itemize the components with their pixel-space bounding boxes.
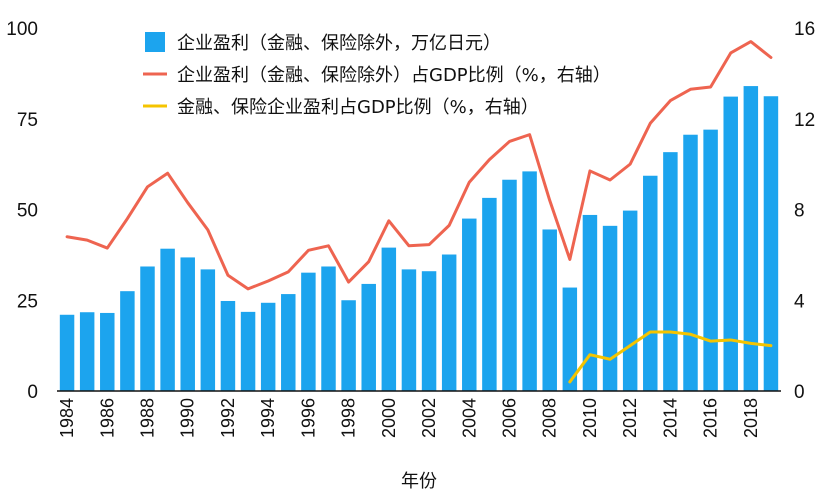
y-axis-left: 0 25 50 75 100 xyxy=(6,19,38,403)
bar xyxy=(482,197,497,391)
bar xyxy=(562,287,578,391)
bar xyxy=(663,152,678,391)
x-tick-label: 2006 xyxy=(500,398,520,438)
x-tick-label: 2004 xyxy=(459,398,479,438)
bar xyxy=(361,283,376,391)
bar xyxy=(321,266,336,391)
bar xyxy=(200,269,216,391)
legend-entry-label: 企业盈利（金融、保险除外，万亿日元） xyxy=(177,33,501,54)
x-tick-label: 2002 xyxy=(419,398,439,438)
x-tick-label: 2014 xyxy=(660,398,680,438)
bar xyxy=(120,291,135,391)
bar xyxy=(703,129,718,391)
y2-tick-label: 16 xyxy=(794,19,815,40)
legend-entry-label: 金融、保险企业盈利占GDP比例（%，右轴） xyxy=(177,97,539,118)
x-tick-label: 2000 xyxy=(379,398,399,438)
bar-series xyxy=(59,86,779,392)
x-tick-label: 1984 xyxy=(57,398,77,438)
bar xyxy=(240,311,256,391)
bar xyxy=(542,229,557,391)
bar xyxy=(180,257,195,391)
bar xyxy=(260,302,276,391)
line-ratio-financial xyxy=(568,330,773,384)
bar xyxy=(421,271,437,391)
x-tick-label: 2008 xyxy=(540,398,560,438)
y-axis-right: 0 4 8 12 16 xyxy=(794,19,815,403)
bar xyxy=(220,300,236,391)
x-tick-label: 1998 xyxy=(339,398,359,438)
line-series xyxy=(65,40,773,384)
bar xyxy=(281,294,296,391)
bar xyxy=(723,96,738,392)
x-tick-label: 1996 xyxy=(298,398,318,438)
x-tick-label: 2012 xyxy=(620,398,640,438)
bar xyxy=(462,218,477,391)
y2-tick-label: 8 xyxy=(794,201,805,222)
legend: 企业盈利（金融、保险除外，万亿日元） 企业盈利（金融、保险除外）占GDP比例（%，… xyxy=(143,32,611,118)
bar xyxy=(582,214,598,391)
line-ratio-nonfinancial xyxy=(65,40,773,291)
bar xyxy=(140,266,155,391)
y-tick-label: 75 xyxy=(17,110,38,131)
bar xyxy=(441,254,457,391)
bar xyxy=(643,175,658,391)
y-tick-label: 50 xyxy=(17,201,38,222)
x-tick-label: 2016 xyxy=(701,398,721,438)
bar xyxy=(59,314,75,391)
bar xyxy=(502,179,517,391)
x-tick-label: 1986 xyxy=(97,398,117,438)
x-axis-label: 年份 xyxy=(401,471,437,492)
bar xyxy=(763,96,779,392)
x-tick-label: 1988 xyxy=(138,398,158,438)
bar xyxy=(301,272,316,391)
bar xyxy=(743,86,759,391)
legend-swatch-bar xyxy=(145,32,165,52)
bar xyxy=(522,171,537,391)
y-tick-label: 100 xyxy=(6,19,38,40)
bar xyxy=(341,300,356,391)
y2-tick-label: 12 xyxy=(794,110,815,131)
y2-tick-label: 0 xyxy=(794,382,805,403)
x-tick-label: 2010 xyxy=(580,398,600,438)
bar xyxy=(683,134,698,391)
x-tick-label: 1992 xyxy=(218,398,238,438)
x-tick-label: 1990 xyxy=(178,398,198,438)
bar xyxy=(602,225,618,391)
bar xyxy=(100,312,115,391)
y2-tick-label: 4 xyxy=(794,291,805,312)
x-tick-label: 2018 xyxy=(741,398,761,438)
legend-entry-label: 企业盈利（金融、保险除外）占GDP比例（%，右轴） xyxy=(177,65,611,86)
bar xyxy=(401,269,417,391)
x-tick-label: 1994 xyxy=(258,398,278,438)
bar xyxy=(381,247,397,391)
y-tick-label: 25 xyxy=(17,291,38,312)
bar xyxy=(160,248,175,391)
y-tick-label: 0 xyxy=(27,382,38,403)
bar xyxy=(622,210,638,391)
x-axis: 1984 1986 1988 1990 1992 1994 1996 1998 2000 2002… xyxy=(57,398,761,438)
bar xyxy=(79,312,95,391)
